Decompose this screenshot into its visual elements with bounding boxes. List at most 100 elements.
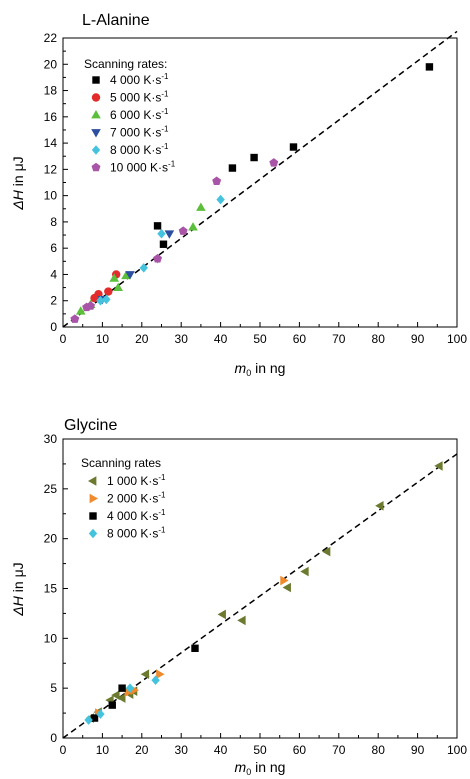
x-tick-label: 70 (332, 743, 346, 757)
data-point (164, 230, 175, 239)
data-points (70, 63, 434, 323)
data-point (196, 202, 206, 211)
y-tick-label: 0 (50, 731, 57, 745)
y-tick-label: 14 (44, 136, 58, 150)
legend-label: 8 000 K·s-1 (110, 142, 169, 157)
data-point (434, 461, 443, 471)
data-point (157, 228, 166, 239)
data-point (109, 273, 120, 282)
x-tick-label: 90 (411, 332, 425, 346)
x-tick-label: 30 (175, 332, 189, 346)
x-tick-label: 100 (447, 332, 467, 346)
data-point (321, 546, 331, 557)
x-tick-label: 40 (214, 332, 228, 346)
data-point (269, 158, 279, 167)
data-point (212, 176, 222, 185)
legend-marker (91, 145, 101, 155)
legend-label: 4 000 K·s-1 (107, 508, 166, 523)
data-point (282, 582, 291, 593)
chart-l-alanine: L-Alanine 0 10 20 30 40 50 60 70 80 90 100 0 2 4 6 8 10 1… (10, 12, 467, 378)
data-point (121, 270, 131, 280)
y-axis-label: ΔH in μJ (10, 562, 26, 616)
y-tick-label: 30 (44, 432, 58, 446)
axis-ticks: 0 10 20 30 40 50 60 70 80 90 100 0 5 10 15 20 25 30 (44, 432, 468, 757)
legend: Scanning rates 1 000 K·s-1 2 000 K·s-1 4 00… (81, 456, 166, 541)
y-tick-label: 10 (44, 631, 58, 645)
x-tick-label: 30 (175, 743, 189, 757)
data-point (111, 690, 120, 700)
data-point (156, 669, 165, 680)
data-point (178, 226, 188, 235)
data-point (216, 194, 225, 205)
legend-label: 6 000 K·s-1 (110, 107, 169, 122)
legend-marker (92, 76, 100, 84)
x-tick-label: 50 (253, 743, 267, 757)
x-tick-label: 10 (96, 332, 110, 346)
legend-label: 10 000 K·s-1 (110, 160, 176, 175)
legend-label: 5 000 K·s-1 (110, 90, 169, 105)
data-point (375, 500, 384, 511)
y-tick-label: 12 (44, 162, 58, 176)
x-tick-label: 20 (135, 743, 149, 757)
chart-glycine: Glycine 0 10 20 30 40 50 60 70 80 90 100 0 5 10 15 20 25… (10, 417, 467, 777)
y-tick-label: 6 (50, 241, 57, 255)
data-point (153, 253, 163, 263)
legend-marker (88, 528, 98, 539)
data-point (125, 271, 135, 280)
y-tick-label: 2 (50, 294, 57, 308)
x-tick-label: 0 (60, 743, 67, 757)
legend-title: Scanning rates (81, 456, 161, 470)
x-tick-label: 10 (96, 743, 110, 757)
data-point (425, 63, 434, 71)
data-point (124, 687, 134, 697)
chart-title: Glycine (64, 417, 117, 434)
data-point (75, 306, 86, 315)
data-point (108, 701, 116, 709)
data-point (96, 709, 105, 719)
data-point (151, 675, 160, 685)
legend-marker (91, 110, 101, 119)
y-tick-label: 15 (44, 582, 58, 596)
data-point (113, 282, 123, 291)
y-tick-label: 18 (44, 84, 58, 98)
data-point (228, 164, 237, 172)
data-points (84, 461, 443, 725)
legend-label: 4 000 K·s-1 (110, 72, 169, 87)
y-tick-label: 22 (44, 31, 58, 45)
y-tick-label: 25 (44, 482, 58, 496)
chart-title: L-Alanine (82, 12, 150, 29)
data-point (118, 684, 126, 692)
x-tick-label: 70 (332, 332, 346, 346)
x-tick-label: 90 (411, 743, 425, 757)
data-point (90, 293, 99, 303)
legend-marker (89, 493, 98, 504)
y-tick-label: 20 (44, 532, 58, 546)
x-tick-label: 50 (253, 332, 267, 346)
data-point (300, 566, 309, 577)
x-tick-label: 60 (293, 332, 307, 346)
data-point (153, 222, 162, 230)
legend-label: 7 000 K·s-1 (110, 125, 169, 140)
data-point (188, 222, 198, 231)
legend-label: 1 000 K·s-1 (107, 473, 166, 488)
legend-label: 2 000 K·s-1 (107, 491, 166, 506)
y-axis-label: ΔH in μJ (10, 156, 26, 210)
x-tick-label: 80 (372, 332, 386, 346)
x-tick-label: 0 (60, 332, 67, 346)
data-point (237, 615, 246, 626)
x-tick-label: 100 (447, 743, 467, 757)
data-point (82, 302, 92, 312)
data-point (84, 715, 93, 725)
legend-marker (88, 476, 97, 486)
data-point (117, 693, 126, 703)
y-tick-label: 16 (44, 110, 58, 124)
y-tick-label: 8 (50, 215, 57, 229)
data-point (125, 683, 135, 693)
data-point (159, 240, 168, 248)
y-tick-label: 5 (50, 681, 57, 695)
x-tick-label: 60 (293, 743, 307, 757)
legend-marker (91, 93, 101, 102)
data-point (104, 287, 113, 296)
legend-marker (89, 512, 97, 520)
